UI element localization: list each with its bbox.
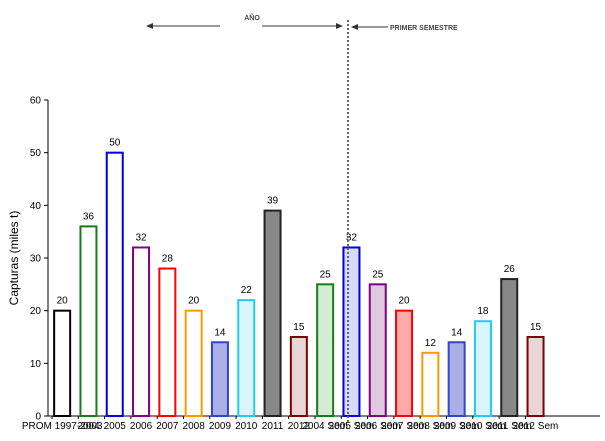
bar: [184, 309, 203, 417]
semester-section-label: PRIMER SEMESTRE: [390, 25, 458, 32]
x-tick-label: 2004: [77, 421, 100, 432]
x-tick-label: 2011 Sem: [487, 421, 532, 432]
x-tick-label: 2006: [130, 421, 153, 432]
arrow-right-icon: [336, 23, 343, 29]
y-tick-label: 40: [30, 201, 42, 212]
bar: [500, 278, 519, 418]
bar: [210, 341, 229, 417]
bar: [421, 351, 440, 417]
x-tick-label: 2008: [183, 421, 206, 432]
x-tick-label: 2009: [209, 421, 232, 432]
bar: [526, 336, 545, 417]
data-label: 32: [346, 232, 358, 243]
x-tick-label: 2010: [235, 421, 258, 432]
bar: [105, 151, 124, 418]
header-group: AÑO PRIMER SEMESTRE: [146, 13, 458, 424]
bar: [368, 283, 387, 418]
bar: [473, 320, 492, 418]
data-label: 36: [83, 211, 95, 222]
x-tick-label: 2006 Sem: [355, 421, 401, 432]
y-tick-label: 0: [35, 412, 41, 423]
bar: [158, 267, 177, 417]
bar: [263, 209, 282, 417]
x-tick-label: PROM 1997-2003: [22, 421, 103, 432]
x-tick-label: 2009 Sem: [434, 421, 480, 432]
y-axis-title: Capturas (miles t): [7, 211, 21, 306]
bar: [53, 309, 72, 417]
bar: [447, 341, 466, 417]
x-tick-label: 2004 Sem: [302, 421, 348, 432]
bar: [342, 246, 361, 417]
labels-group: 20 PROM 1997-2003 36 2004 50 2005 32 2006 28 2007…: [22, 138, 559, 432]
y-tick-label: 50: [30, 148, 42, 159]
data-label: 14: [214, 327, 226, 338]
data-label: 15: [293, 322, 305, 333]
x-tick-label: 2011: [262, 421, 284, 432]
data-label: 25: [372, 269, 384, 280]
arrow-left-icon: [351, 24, 358, 30]
data-label: 12: [425, 338, 437, 349]
data-label: 32: [135, 232, 147, 243]
y-tick-label: 30: [30, 254, 42, 265]
data-label: 39: [267, 196, 279, 207]
data-label: 14: [451, 327, 463, 338]
data-label: 25: [320, 269, 332, 280]
bar: [395, 309, 414, 417]
x-tick-label: 2007: [156, 421, 179, 432]
data-label: 22: [241, 285, 253, 296]
arrow-left-icon: [146, 23, 153, 29]
x-tick-label: 2005 Sem: [329, 421, 375, 432]
x-tick-label: 2008 Sem: [408, 421, 454, 432]
bar: [289, 336, 308, 417]
x-tick-label: 2007 Sem: [381, 421, 427, 432]
annual-section-label: AÑO: [244, 13, 260, 22]
x-tick-label: 2010 Sem: [460, 421, 506, 432]
x-tick-label: 2012 Sem: [513, 421, 559, 432]
data-label: 18: [477, 306, 489, 317]
data-label: 20: [188, 296, 200, 307]
data-label: 26: [504, 264, 516, 275]
y-tick-label: 10: [30, 359, 42, 370]
bar: [79, 225, 98, 417]
data-label: 20: [398, 296, 410, 307]
x-tick-label: 2005: [104, 421, 127, 432]
bar: [237, 299, 256, 417]
bar: [132, 246, 151, 417]
data-label: 50: [109, 138, 121, 149]
data-label: 15: [530, 322, 542, 333]
data-label: 20: [57, 296, 69, 307]
bars-group: [53, 151, 545, 418]
bar: [316, 283, 335, 418]
x-tick-label: 2012: [288, 421, 311, 432]
y-tick-label: 60: [30, 96, 42, 107]
data-label: 28: [162, 254, 174, 265]
y-tick-label: 20: [30, 306, 42, 317]
